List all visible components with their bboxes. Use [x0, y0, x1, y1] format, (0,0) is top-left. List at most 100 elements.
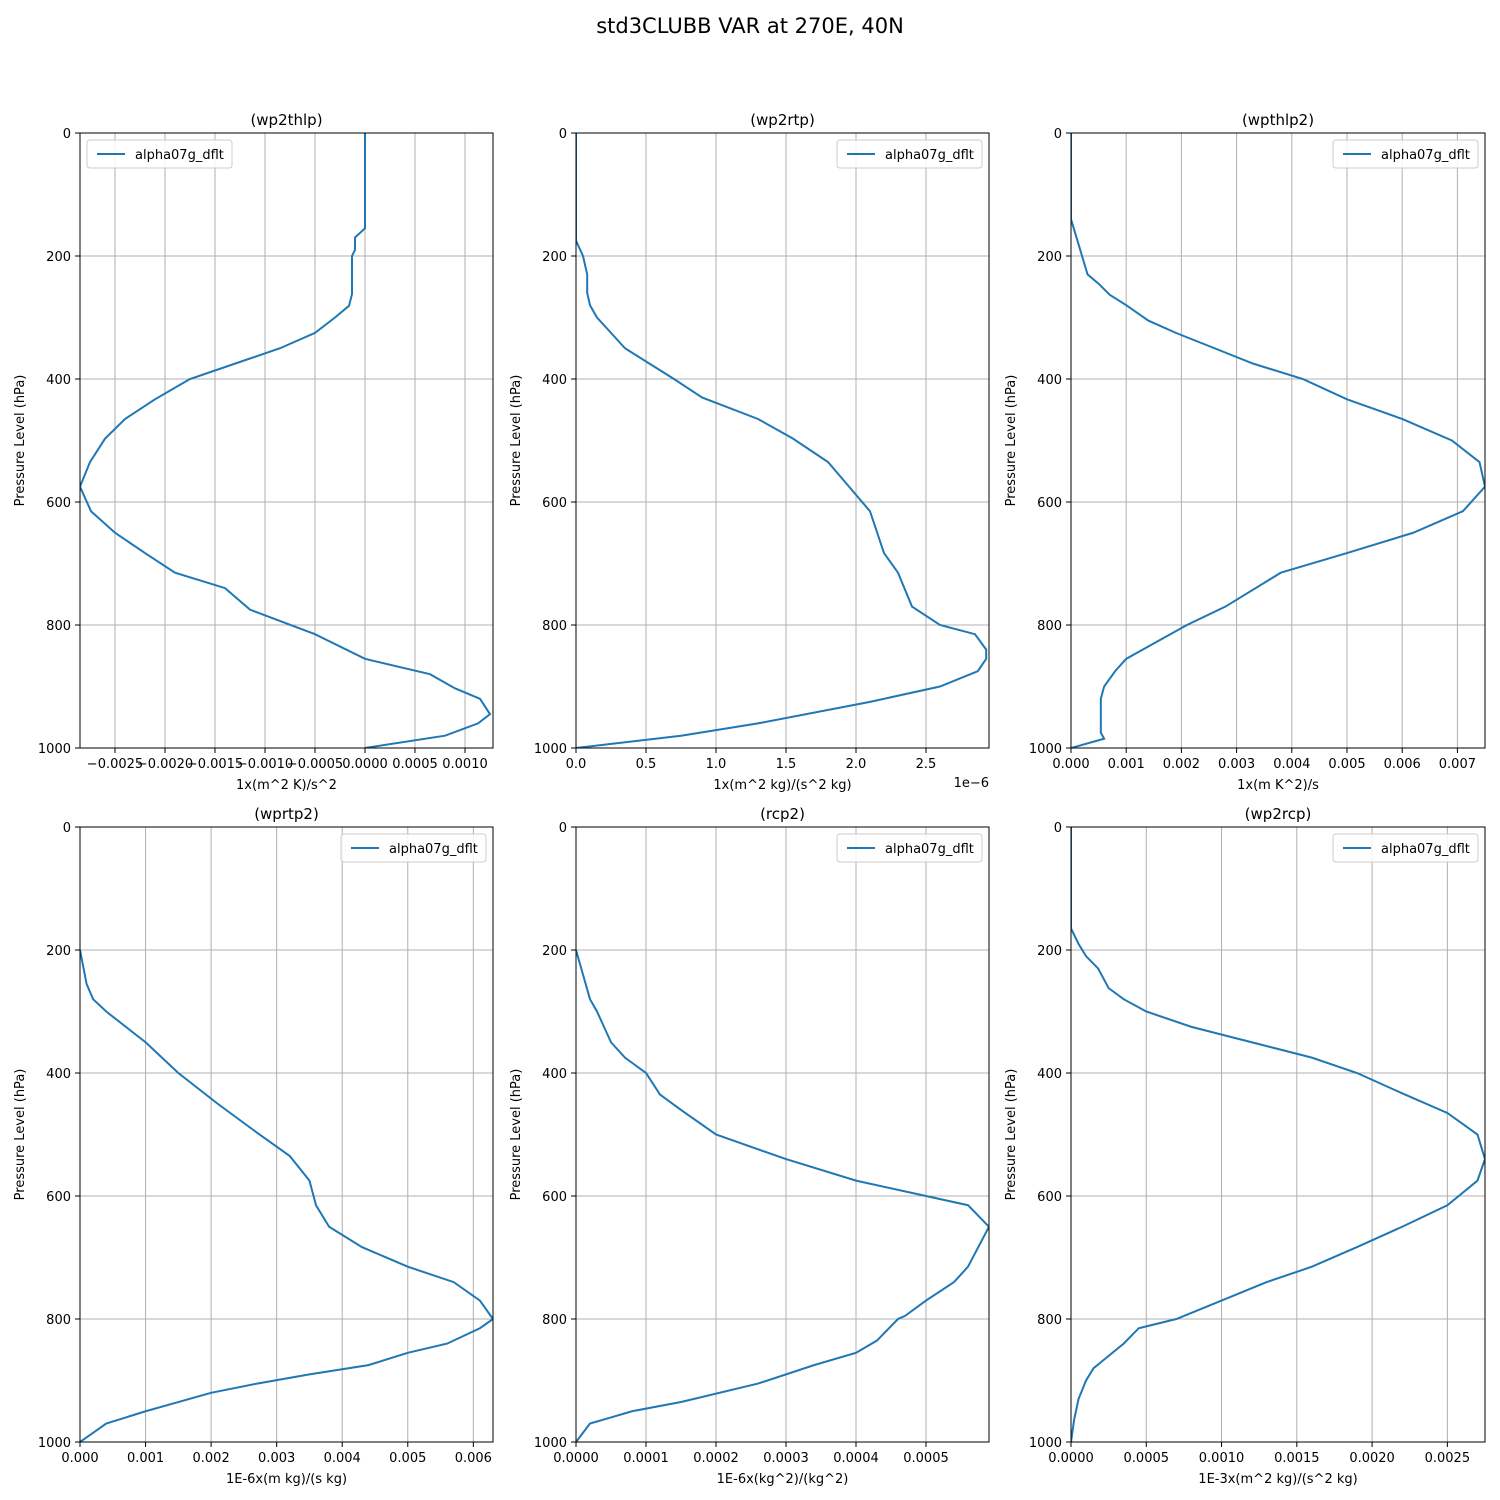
x-tick-label: 0.0010 [442, 757, 488, 772]
x-tick-label: 0.002 [193, 1451, 230, 1466]
y-tick-label: 400 [1037, 1067, 1062, 1082]
legend-label: alpha07g_dflt [1381, 148, 1470, 163]
y-tick-label: 200 [1037, 250, 1062, 265]
series-line [576, 949, 989, 1442]
x-tick-label: 0.0005 [1124, 1451, 1170, 1466]
x-tick-label: 0.003 [258, 1451, 295, 1466]
y-tick-label: 800 [1037, 1313, 1062, 1328]
y-axis-label: Pressure Level (hPa) [509, 1069, 524, 1201]
x-tick-label: 0.5 [636, 757, 657, 772]
x-tick-label: 0.0001 [623, 1451, 669, 1466]
legend-box [340, 833, 487, 863]
subplot-4: 0.000 0.001 0.002 0.003 0.004 0.005 0.006 0 200 4… [13, 805, 494, 1487]
axes-frame [79, 132, 494, 749]
legend: alpha07g_dflt [1332, 139, 1479, 169]
x-tick-label: 1.0 [706, 757, 727, 772]
y-tick-label: 0 [559, 127, 567, 142]
subplot-title: (rcp2) [760, 805, 805, 823]
axes-frame [1070, 826, 1486, 1443]
series-line [576, 133, 988, 748]
y-tick-label: 1000 [534, 1436, 567, 1451]
x-tick-label: 0.0000 [553, 1451, 599, 1466]
y-tick-label: 400 [542, 373, 567, 388]
y-axis-label: Pressure Level (hPa) [1004, 375, 1019, 507]
legend: alpha07g_dflt [1332, 833, 1479, 863]
x-tick-label: 0.0002 [693, 1451, 739, 1466]
legend-label: alpha07g_dflt [885, 842, 974, 857]
y-tick-label: 600 [1037, 496, 1062, 511]
subplot-title: (wprtp2) [254, 805, 319, 823]
y-tick-label: 600 [46, 496, 71, 511]
x-tick-label: 0.0003 [763, 1451, 809, 1466]
axes-frame [79, 826, 494, 1443]
legend: alpha07g_dflt [340, 833, 487, 863]
x-tick-label: 0.004 [324, 1451, 361, 1466]
x-tick-label: −0.0005 [287, 757, 343, 772]
y-axis-label: Pressure Level (hPa) [13, 1069, 28, 1201]
legend-label: alpha07g_dflt [135, 148, 224, 163]
x-tick-label: −0.0025 [87, 757, 143, 772]
legend-label: alpha07g_dflt [389, 842, 478, 857]
x-tick-label: 0.0010 [1199, 1451, 1245, 1466]
y-tick-label: 200 [46, 250, 71, 265]
y-tick-label: 600 [542, 1190, 567, 1205]
x-tick-label: 0.002 [1163, 757, 1200, 772]
subplot-title: (wp2rtp) [750, 111, 815, 129]
y-tick-label: 200 [542, 944, 567, 959]
legend-box [836, 833, 983, 863]
subplot-title: (wpthlp2) [1242, 111, 1314, 129]
y-axis-label: Pressure Level (hPa) [509, 375, 524, 507]
y-tick-label: 1000 [1029, 1436, 1062, 1451]
y-tick-label: 600 [46, 1190, 71, 1205]
y-tick-label: 600 [542, 496, 567, 511]
x-tick-label: 0.0000 [342, 757, 388, 772]
legend: alpha07g_dflt [86, 139, 233, 169]
x-axis-label: 1E-3x(m^2 kg)/(s^2 kg) [1198, 1472, 1357, 1487]
y-tick-label: 800 [1037, 619, 1062, 634]
x-tick-label: 0.006 [455, 1451, 492, 1466]
x-tick-label: −0.0020 [137, 757, 193, 772]
x-axis-label: 1E-6x(m kg)/(s kg) [226, 1472, 347, 1487]
x-tick-label: 0.001 [1108, 757, 1145, 772]
y-tick-label: 400 [46, 373, 71, 388]
legend-box [836, 139, 983, 169]
y-tick-label: 1000 [38, 1436, 71, 1451]
series-line [80, 949, 493, 1442]
y-tick-label: 200 [46, 944, 71, 959]
y-tick-label: 0 [1054, 127, 1062, 142]
x-tick-label: 0.0005 [392, 757, 438, 772]
series-line [1071, 133, 1485, 748]
x-tick-label: 2.0 [846, 757, 867, 772]
figure-title: std3CLUBB VAR at 270E, 40N [596, 14, 904, 38]
y-tick-label: 1000 [534, 742, 567, 757]
axes-frame [575, 826, 990, 1443]
series-line [1071, 827, 1485, 1442]
y-tick-label: 800 [542, 619, 567, 634]
x-tick-label: −0.0015 [187, 757, 243, 772]
x-tick-label: 0.004 [1273, 757, 1310, 772]
subplot-3: 0.000 0.001 0.002 0.003 0.004 0.005 0.006 0.007… [1004, 111, 1486, 793]
x-tick-label: 0.003 [1218, 757, 1255, 772]
x-tick-label: 0.0015 [1274, 1451, 1320, 1466]
y-tick-label: 800 [46, 1313, 71, 1328]
x-axis-label: 1x(m^2 kg)/(s^2 kg) [713, 778, 851, 793]
y-tick-label: 0 [63, 821, 71, 836]
x-offset-text: 1e−6 [954, 776, 989, 791]
y-tick-label: 400 [46, 1067, 71, 1082]
subplot-1: −0.0025−0.0020−0.0015−0.0010−0.0005 0.000… [13, 111, 494, 793]
x-tick-label: 0.005 [389, 1451, 426, 1466]
y-axis-label: Pressure Level (hPa) [13, 375, 28, 507]
axes-frame [1070, 132, 1486, 749]
y-tick-label: 200 [1037, 944, 1062, 959]
subplot-title: (wp2rcp) [1245, 805, 1312, 823]
x-tick-label: 0.0020 [1349, 1451, 1395, 1466]
subplot-title: (wp2thlp) [250, 111, 322, 129]
x-tick-label: 0.006 [1384, 757, 1421, 772]
y-tick-label: 800 [46, 619, 71, 634]
x-tick-label: 0.0000 [1048, 1451, 1094, 1466]
y-tick-label: 1000 [38, 742, 71, 757]
y-tick-label: 200 [542, 250, 567, 265]
x-tick-label: 0.005 [1328, 757, 1365, 772]
